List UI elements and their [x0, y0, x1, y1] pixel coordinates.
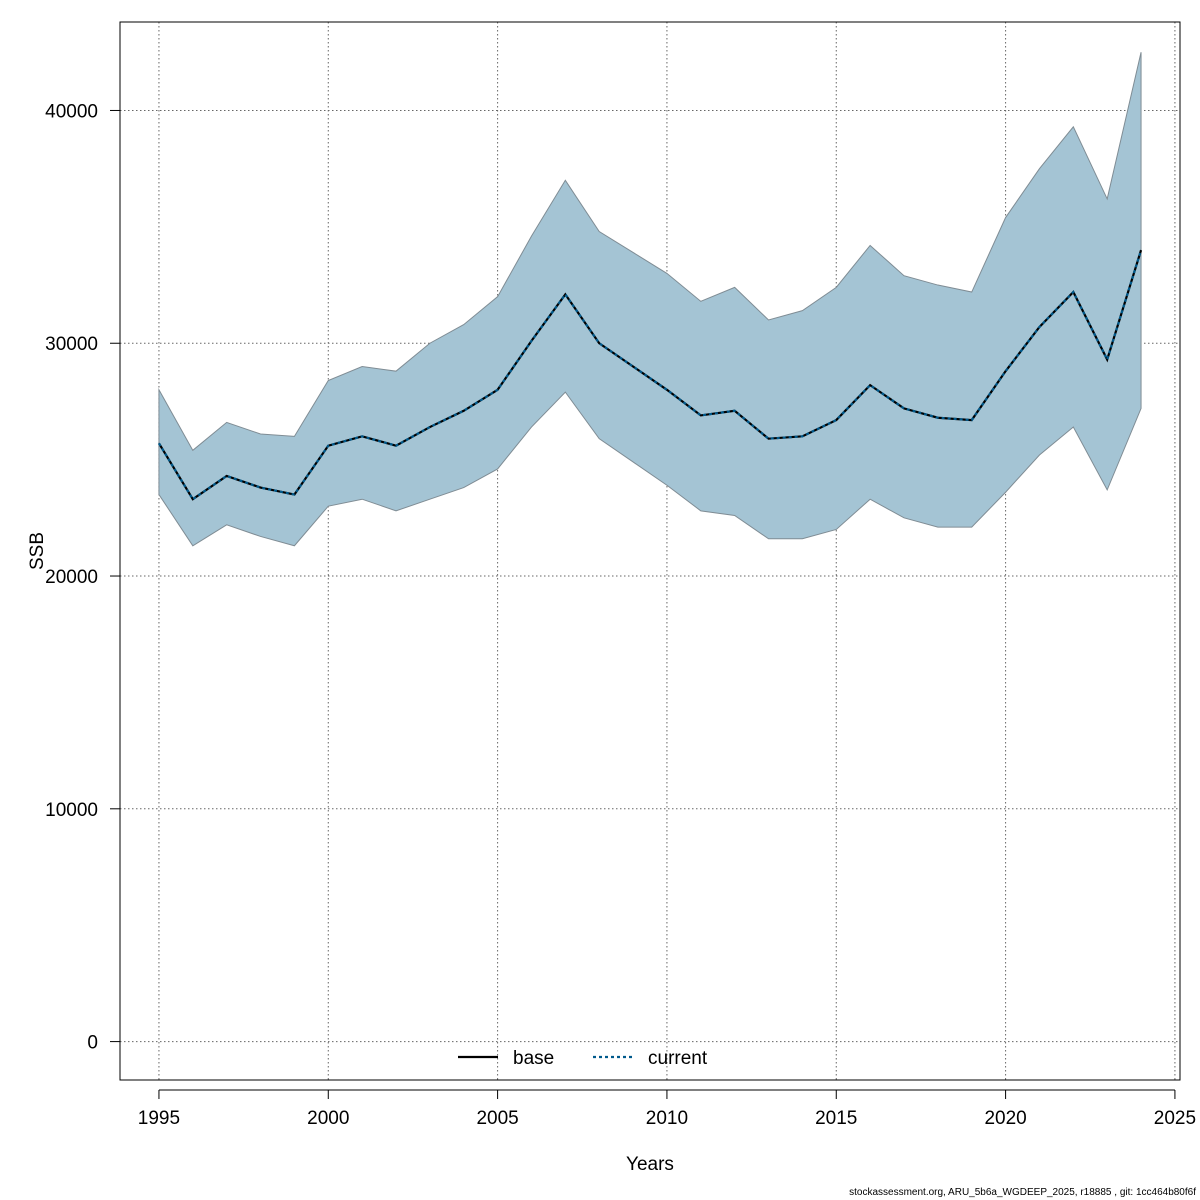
- y-tick-label-30000: 30000: [45, 334, 98, 355]
- x-tick-label-1995: 1995: [138, 1108, 180, 1129]
- legend-current-label: current: [648, 1048, 708, 1069]
- x-tick-label-2000: 2000: [307, 1108, 349, 1129]
- x-axis-title: Years: [626, 1154, 674, 1175]
- y-tick-label-0: 0: [87, 1033, 98, 1054]
- y-tick-label-10000: 10000: [45, 800, 98, 821]
- y-axis: 0 10000 20000 30000 40000: [45, 101, 121, 1054]
- y-tick-label-40000: 40000: [45, 101, 98, 122]
- x-tick-label-2025: 2025: [1154, 1108, 1196, 1129]
- plot-frame: [119, 21, 1181, 1081]
- confidence-band: [158, 52, 1142, 547]
- series-line-current: [158, 249, 1143, 501]
- x-tick-label-2020: 2020: [984, 1108, 1026, 1129]
- y-tick-label-20000: 20000: [45, 567, 98, 588]
- x-axis: 1995 2000 2005 2010 2015 2020 2025: [138, 1089, 1196, 1129]
- grid: [120, 22, 1180, 1080]
- footer-credit: stockassessment.org, ARU_5b6a_WGDEEP_202…: [849, 1187, 1196, 1198]
- legend: base current: [458, 1048, 708, 1069]
- series-lines: [158, 249, 1143, 501]
- y-axis-title: SSB: [27, 532, 48, 570]
- x-tick-label-2005: 2005: [476, 1108, 518, 1129]
- x-tick-label-2010: 2010: [646, 1108, 688, 1129]
- confidence-band-area: [158, 52, 1142, 547]
- x-tick-label-2015: 2015: [815, 1108, 857, 1129]
- legend-base-label: base: [513, 1048, 554, 1069]
